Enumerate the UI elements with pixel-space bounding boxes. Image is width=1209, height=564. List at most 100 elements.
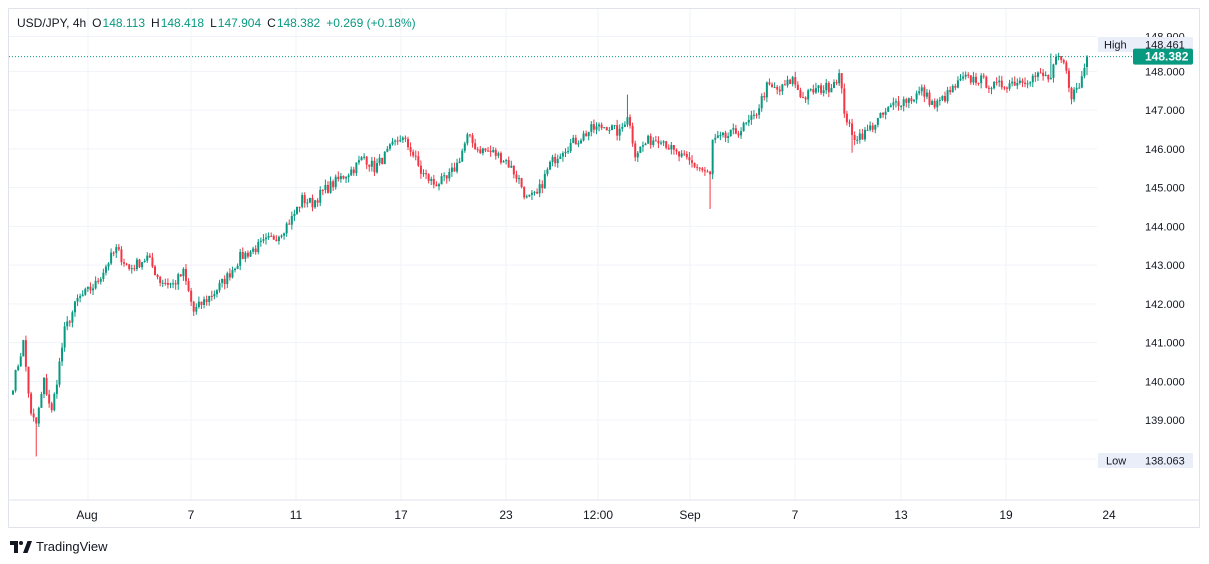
candle-body	[32, 413, 35, 418]
candle-body	[61, 347, 64, 362]
candle-body	[290, 216, 293, 225]
candle-body	[169, 283, 172, 285]
candle-body	[608, 130, 611, 132]
price-axis[interactable]: 148.000 147.000 146.000 145.000 144.000 143.0…	[1145, 32, 1185, 428]
candle-body	[492, 149, 495, 153]
candle-body	[1034, 75, 1037, 77]
candle-body	[773, 86, 776, 88]
candle-body	[1086, 56, 1088, 67]
candle-body	[257, 241, 260, 253]
candle-body	[141, 262, 144, 268]
candle-body	[900, 106, 903, 108]
candle-body	[993, 82, 996, 89]
candle-body	[350, 169, 353, 176]
candle-body	[969, 75, 972, 83]
candle-body	[959, 78, 962, 81]
candle-body	[252, 248, 255, 252]
candle-body	[732, 128, 735, 130]
candle-body	[128, 264, 131, 269]
candle-body	[1039, 72, 1042, 74]
candle-body	[925, 92, 928, 97]
candle-body	[316, 200, 319, 203]
candle-body	[45, 377, 48, 395]
candle-body	[861, 133, 864, 140]
candle-body	[894, 101, 897, 103]
candle-body	[703, 170, 706, 172]
candle-body	[962, 76, 965, 79]
candle-body	[407, 138, 410, 148]
candle-body	[629, 117, 632, 126]
candle-body	[148, 255, 151, 258]
candle-body	[285, 223, 288, 234]
candle-body	[241, 251, 244, 259]
open-value: 148.113	[102, 16, 146, 30]
tradingview-logo[interactable]: TradingView	[10, 539, 108, 554]
candle-body	[559, 156, 562, 160]
candle-body	[874, 124, 877, 130]
candle-body	[24, 340, 27, 367]
candle-body	[295, 206, 298, 214]
candle-body	[510, 165, 513, 168]
candle-body	[776, 86, 779, 90]
candle-body	[373, 160, 376, 173]
candle-body	[440, 176, 443, 185]
candle-body	[967, 74, 970, 76]
candle-body	[484, 148, 487, 151]
candle-body	[683, 153, 686, 155]
candle-body	[610, 125, 613, 131]
candle-body	[574, 137, 577, 145]
candle-body	[1052, 64, 1055, 78]
candle-body	[871, 125, 874, 130]
candle-body	[863, 129, 866, 140]
high-value-legend: 148.418	[160, 16, 205, 30]
candle-body	[494, 149, 497, 156]
candle-body	[213, 294, 216, 297]
price-tick-label: 146.000	[1145, 144, 1185, 156]
low-label-legend: L	[210, 16, 217, 30]
candle-body	[1005, 87, 1008, 89]
candle-body	[363, 156, 366, 158]
candle-body	[203, 299, 206, 305]
candle-body	[812, 89, 815, 93]
high-value: 148.461	[1145, 40, 1185, 52]
candle-body	[649, 135, 652, 145]
candle-body	[84, 288, 87, 295]
candle-body	[554, 156, 557, 164]
candle-body	[337, 176, 340, 180]
candle-body	[143, 260, 146, 263]
symbol-label[interactable]: USD/JPY, 4h	[17, 16, 87, 30]
candle-body	[737, 133, 740, 136]
candle-body	[525, 196, 528, 198]
candle-body	[721, 132, 724, 136]
time-axis[interactable]: Aug 7 11 17 23 12:00 Sep 7 13 19 24	[76, 508, 1116, 522]
candle-body	[964, 74, 967, 77]
candle-body	[479, 149, 482, 154]
candle-body	[1011, 81, 1014, 84]
candle-body	[40, 394, 43, 408]
candle-body	[489, 150, 492, 153]
candle-body	[231, 270, 234, 278]
candle-body	[463, 143, 466, 151]
last-price-badge: 148.382	[1133, 48, 1193, 65]
candle-body	[110, 252, 113, 264]
candle-body	[763, 96, 766, 98]
candle-body	[161, 282, 164, 284]
candle-body	[951, 85, 954, 93]
candle-body	[533, 191, 536, 193]
price-tick-label: 141.000	[1145, 338, 1185, 350]
candle-body	[73, 301, 76, 313]
candlestick-series	[12, 52, 1088, 457]
candle-body	[778, 89, 781, 92]
candle-body	[1075, 87, 1078, 90]
candle-body	[130, 268, 133, 270]
candle-body	[184, 268, 187, 282]
candle-body	[422, 173, 425, 175]
candle-body	[115, 247, 118, 253]
candle-body	[876, 118, 879, 125]
candle-body	[946, 90, 949, 102]
candle-body	[724, 132, 727, 138]
candle-body	[647, 135, 650, 144]
candle-body	[179, 274, 182, 277]
candle-body	[972, 76, 975, 83]
